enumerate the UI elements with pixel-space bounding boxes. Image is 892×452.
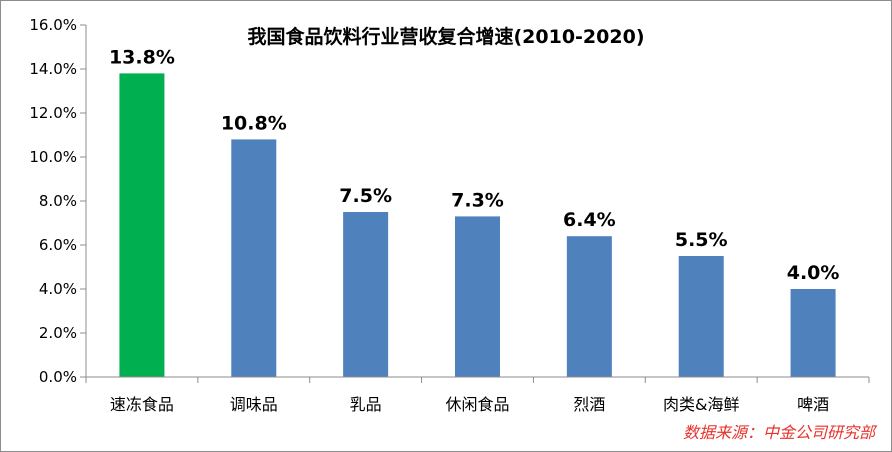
- bar: [119, 73, 165, 378]
- y-tick-label: 14.0%: [29, 60, 77, 78]
- bar: [231, 139, 277, 377]
- source-note: 数据来源：中金公司研究部: [683, 423, 878, 442]
- x-tick-label: 烈酒: [573, 395, 605, 414]
- x-axis: 速冻食品 调味品 乳品 休闲食品 烈酒 肉类&海鲜 啤酒: [85, 376, 870, 414]
- y-tick-label: 2.0%: [39, 324, 77, 342]
- bars: [119, 73, 836, 378]
- data-label: 6.4%: [563, 209, 616, 231]
- y-tick-label: 4.0%: [39, 280, 77, 298]
- x-tick-label: 肉类&海鲜: [663, 395, 739, 414]
- bar: [790, 289, 836, 377]
- x-tick-label: 乳品: [350, 395, 382, 414]
- chart-title: 我国食品饮料行业营收复合增速(2010-2020): [247, 25, 644, 48]
- data-label: 13.8%: [109, 46, 175, 68]
- data-label: 5.5%: [675, 229, 728, 251]
- data-label: 7.3%: [451, 189, 504, 211]
- data-label: 7.5%: [339, 185, 392, 207]
- y-tick-label: 0.0%: [39, 368, 77, 386]
- data-labels: 13.8% 10.8% 7.5% 7.3% 6.4% 5.5% 4.0%: [109, 46, 839, 284]
- x-tick-label: 调味品: [230, 395, 278, 414]
- y-axis: 0.0% 2.0% 4.0% 6.0% 8.0% 10.0% 12.0% 14.0% 16.0%: [29, 16, 87, 386]
- y-tick-label: 12.0%: [29, 104, 77, 122]
- bar: [343, 212, 389, 377]
- data-label: 4.0%: [787, 262, 840, 284]
- y-tick-label: 6.0%: [39, 236, 77, 254]
- data-label: 10.8%: [221, 112, 287, 134]
- x-tick-label: 速冻食品: [110, 395, 174, 414]
- x-tick-label: 休闲食品: [445, 395, 509, 414]
- x-tick-label: 啤酒: [797, 395, 829, 414]
- y-tick-label: 10.0%: [29, 148, 77, 166]
- y-tick-label: 16.0%: [29, 16, 77, 34]
- bar: [566, 236, 612, 377]
- bar: [678, 256, 724, 377]
- bar: [455, 216, 500, 377]
- y-tick-label: 8.0%: [39, 192, 77, 210]
